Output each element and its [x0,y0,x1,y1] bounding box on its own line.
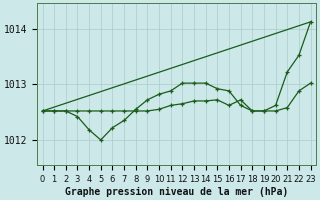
X-axis label: Graphe pression niveau de la mer (hPa): Graphe pression niveau de la mer (hPa) [65,186,288,197]
